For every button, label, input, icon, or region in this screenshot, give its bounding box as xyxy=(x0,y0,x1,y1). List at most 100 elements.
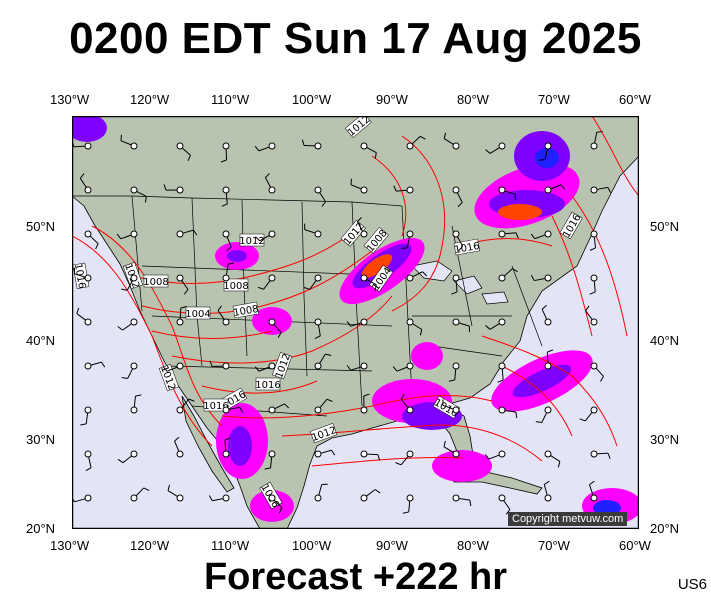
wind-barb-station xyxy=(360,494,368,502)
wind-barb-flag xyxy=(226,246,232,252)
wind-barb-flag xyxy=(374,152,377,159)
wind-barb-station xyxy=(498,494,506,502)
top-lon-label: 110°W xyxy=(211,92,250,107)
wind-barb-shaft xyxy=(396,189,408,192)
top-lon-label: 130°W xyxy=(50,92,90,107)
isobar-label-box xyxy=(340,219,366,247)
wind-barb-station xyxy=(452,406,460,414)
wind-barb-station xyxy=(176,318,184,326)
wind-barb-flag xyxy=(589,291,596,295)
wind-barb-shaft xyxy=(89,235,99,244)
wind-barb-station xyxy=(406,230,414,238)
wind-barb-station xyxy=(222,406,230,414)
isobar-label-box xyxy=(232,301,259,319)
wind-barb-shaft xyxy=(166,366,178,372)
isobar-label: 1008 xyxy=(223,281,248,292)
isobar-label-box xyxy=(143,274,169,288)
left-lat-label: 20°N xyxy=(26,521,56,536)
wind-barb-shaft xyxy=(74,273,86,278)
wind-barb-shaft xyxy=(217,310,225,320)
wind-barb-station xyxy=(314,494,322,502)
wind-barb-shaft xyxy=(259,235,270,242)
right-lat-label: 20°N xyxy=(650,521,680,536)
right-lat-label: 30°N xyxy=(650,432,680,447)
wind-barb-shaft xyxy=(182,229,194,234)
top-lon-label: 120°W xyxy=(130,92,170,107)
isobar-label-box xyxy=(363,226,389,254)
wind-barb-flag xyxy=(419,329,423,336)
wind-barb-station xyxy=(268,494,276,502)
wind-barb-station xyxy=(544,142,552,150)
wind-barb-station xyxy=(84,406,92,414)
wind-barb-shaft xyxy=(126,280,133,291)
wind-barb-station xyxy=(544,186,552,194)
wind-barb-flag xyxy=(589,480,595,486)
wind-barb-shaft xyxy=(456,192,463,203)
wind-barb-flag xyxy=(484,454,490,460)
wind-barb-flag xyxy=(255,236,261,242)
wind-barb-shaft xyxy=(212,498,224,502)
wind-barb-shaft xyxy=(412,323,423,330)
wind-barb-flag xyxy=(458,245,464,251)
baja-california xyxy=(181,395,235,493)
wind-barb-station xyxy=(544,318,552,326)
wind-barb-flag xyxy=(469,500,472,507)
wind-barb-station xyxy=(590,362,598,370)
wind-barb-shaft xyxy=(350,366,362,371)
wind-barb-station xyxy=(268,318,276,326)
wind-barb-station xyxy=(360,362,368,370)
right-lat-label: 50°N xyxy=(650,219,680,234)
wind-barb-flag xyxy=(457,202,463,208)
wind-barb-shaft xyxy=(396,366,408,372)
wind-barb-station xyxy=(176,494,184,502)
wind-barb-shaft xyxy=(120,140,132,146)
wind-barb-shaft xyxy=(541,412,548,423)
wind-barb-station xyxy=(84,230,92,238)
wind-barb-shaft xyxy=(174,440,180,452)
wind-barb-flag xyxy=(512,268,518,273)
wind-barb-station xyxy=(590,494,598,502)
wind-barb-flag xyxy=(596,131,603,133)
wind-barb-flag xyxy=(257,286,264,290)
wind-barb-shaft xyxy=(366,489,376,497)
wind-barb-shaft xyxy=(319,353,326,364)
wind-barb-shaft xyxy=(225,192,228,204)
wind-barb-station xyxy=(84,318,92,326)
wind-barb-shaft xyxy=(589,484,594,496)
wind-barb-flag xyxy=(254,366,260,372)
wind-barb-flag xyxy=(143,487,150,492)
wind-barb-flag xyxy=(254,145,260,152)
map-frame xyxy=(72,116,639,529)
wind-barb-shaft xyxy=(350,184,362,190)
wind-barb-flag xyxy=(193,229,198,236)
wind-barb-station xyxy=(314,318,322,326)
wind-barb-shaft xyxy=(319,192,327,202)
wind-barb-station xyxy=(130,186,138,194)
bottom-lon-label: 90°W xyxy=(376,538,408,553)
wind-barb-flag xyxy=(402,511,409,514)
wind-barb-flag xyxy=(144,196,147,203)
wind-barb-station xyxy=(222,186,230,194)
wind-barb-station xyxy=(268,186,276,194)
wind-barb-station xyxy=(176,142,184,150)
wind-barb-shaft xyxy=(504,190,516,195)
isobar-label-box xyxy=(344,116,372,138)
wind-barb-shaft xyxy=(304,229,316,234)
wind-barb-shaft xyxy=(122,323,132,331)
wind-barb-station xyxy=(268,362,276,370)
wind-barb-station xyxy=(544,406,552,414)
wind-barb-shaft xyxy=(585,310,593,320)
isobar-label: 1008 xyxy=(143,277,168,288)
wind-barb-flag xyxy=(346,321,352,327)
wind-barb-shaft xyxy=(120,234,132,240)
wind-barb-station xyxy=(406,450,414,458)
wind-barb-shaft xyxy=(411,135,421,145)
wind-barb-shaft xyxy=(489,147,500,154)
wind-barb-station xyxy=(222,494,230,502)
wind-barb-shaft xyxy=(270,456,273,468)
bottom-lon-label: 60°W xyxy=(619,538,651,553)
wind-barb-shaft xyxy=(443,446,454,453)
wind-barb-shaft xyxy=(181,398,190,408)
right-lat-label: 40°N xyxy=(650,333,680,348)
wind-barb-station xyxy=(130,318,138,326)
